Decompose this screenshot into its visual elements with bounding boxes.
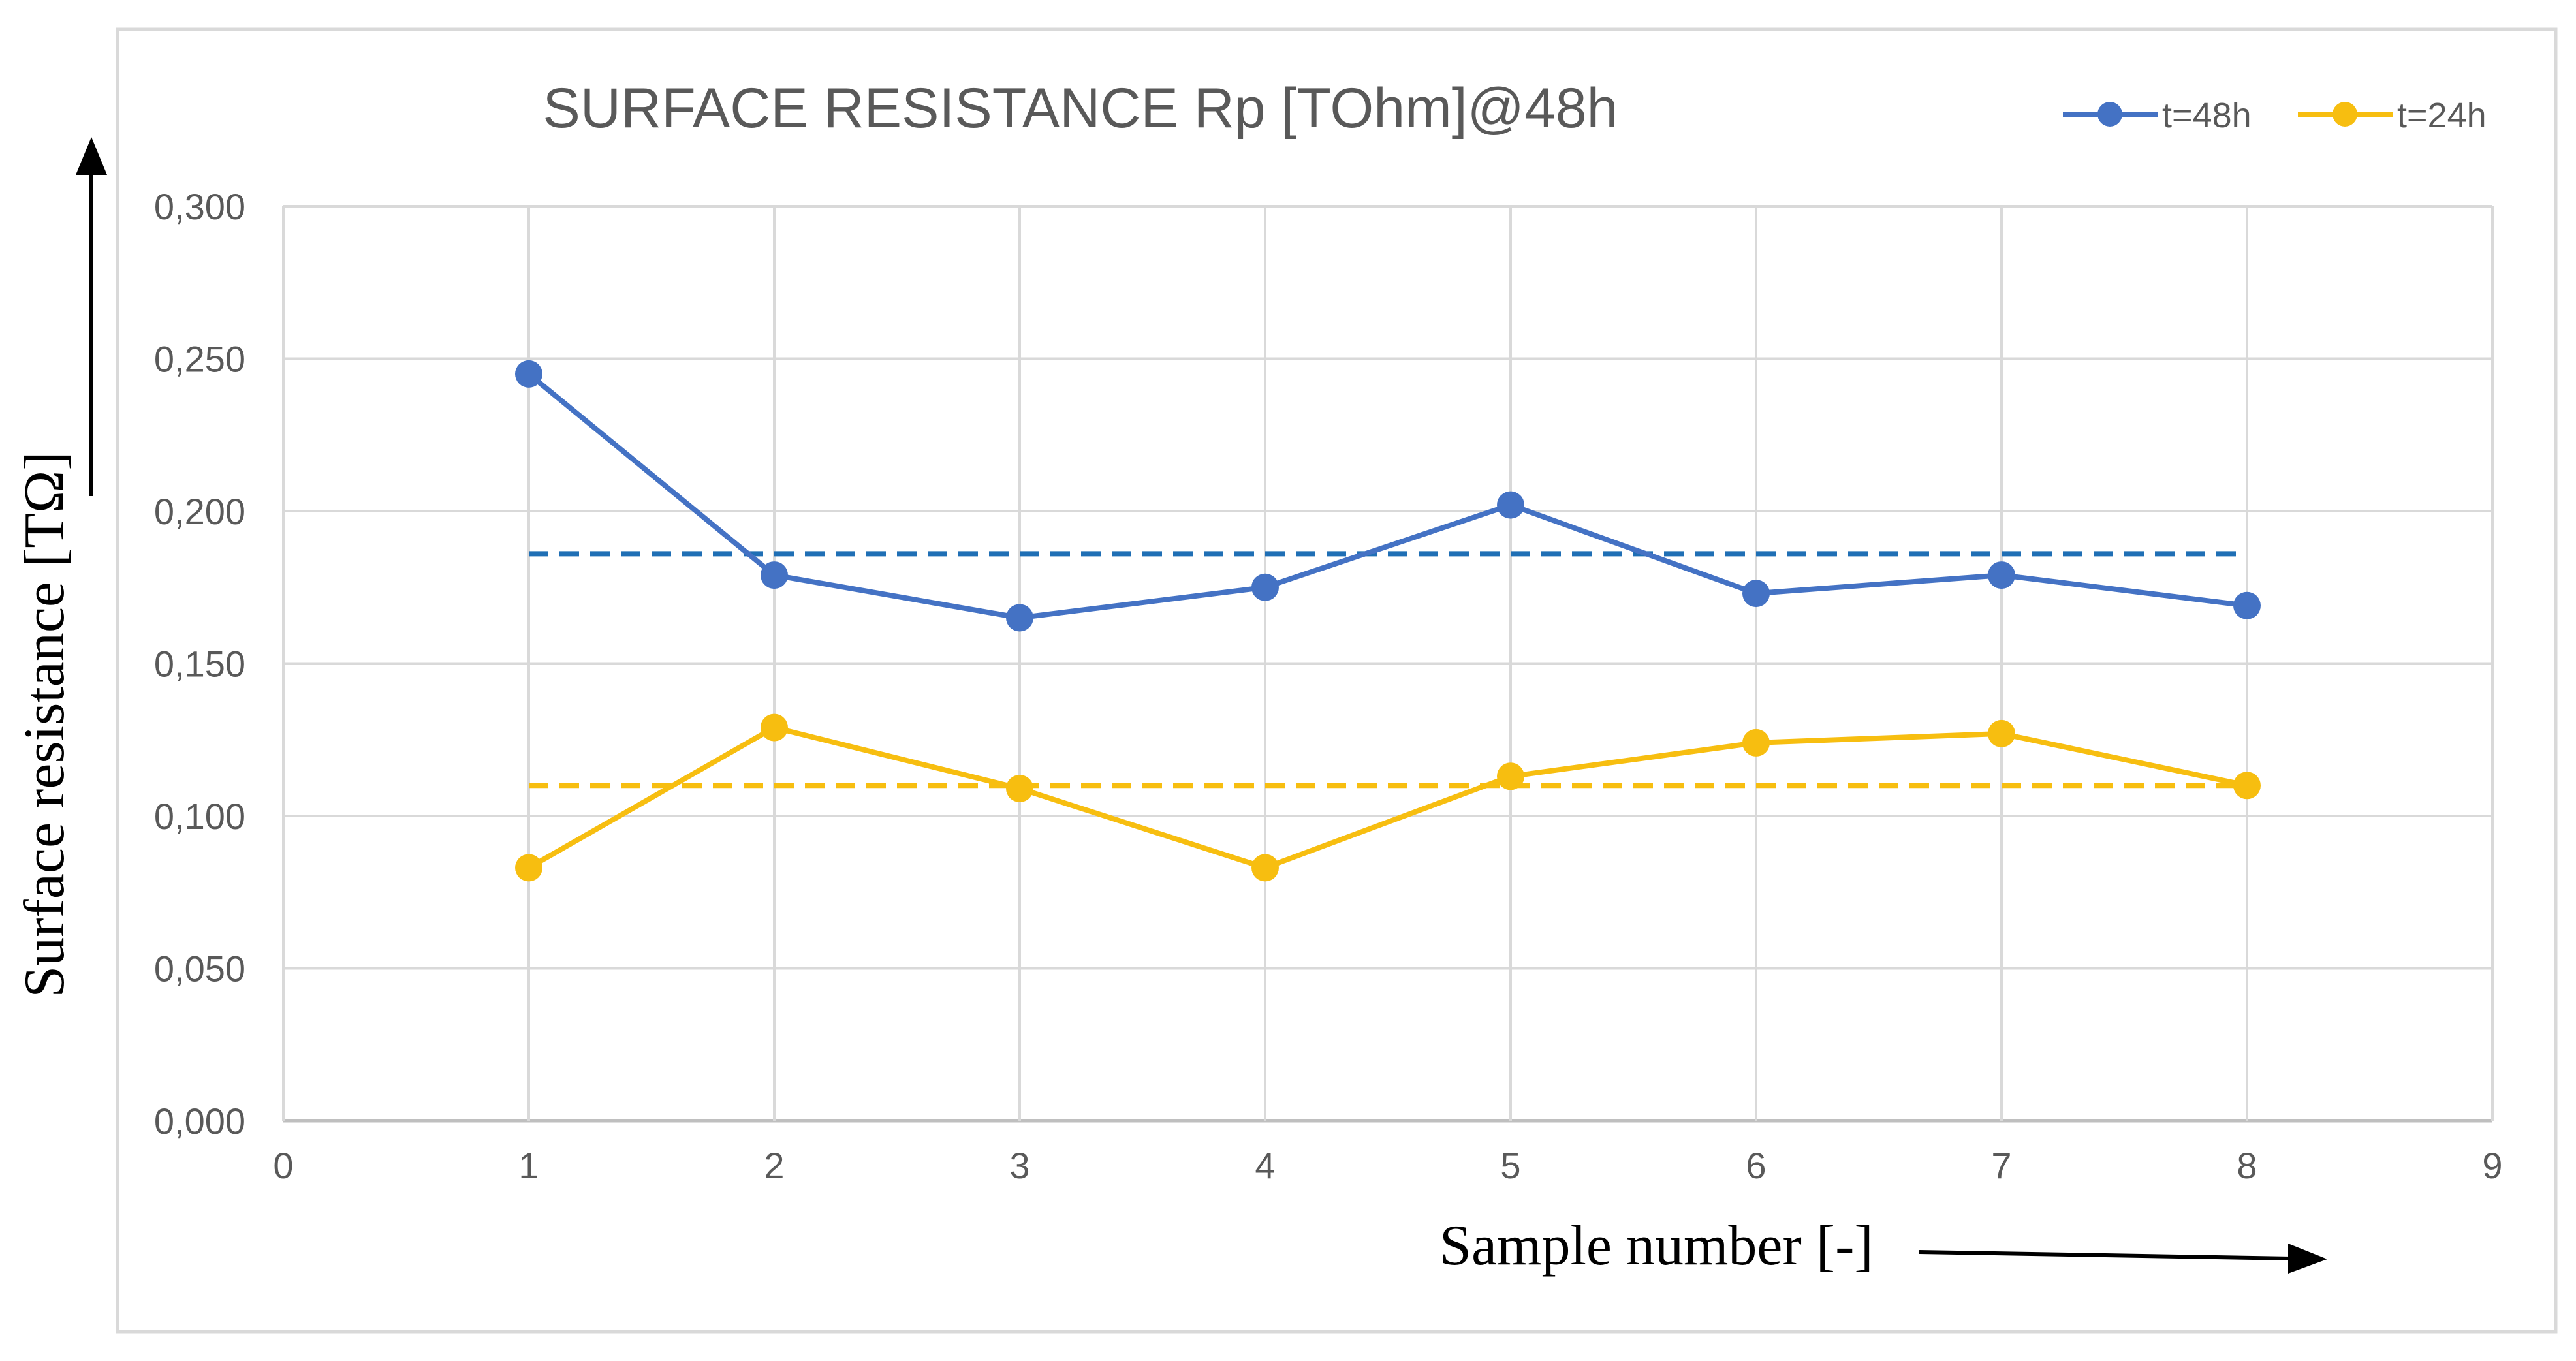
legend-item-t48h: t=48h	[2063, 96, 2252, 135]
x-tick-label: 5	[1500, 1145, 1520, 1186]
data-point	[515, 854, 542, 882]
grid	[282, 205, 2494, 1123]
legend-marker-t48h	[2097, 102, 2122, 127]
y-tick-label: 0,050	[154, 948, 245, 990]
y-tick-label: 0,300	[154, 186, 245, 227]
y-tick-label: 0,150	[154, 644, 245, 685]
series-t24h	[515, 713, 2261, 882]
x-tick-label: 3	[1009, 1145, 1029, 1186]
x-axis-arrow-line	[1919, 1250, 2292, 1260]
x-tick-label: 0	[273, 1145, 293, 1186]
data-point	[1742, 580, 1770, 608]
x-tick-label: 2	[764, 1145, 784, 1186]
series-line-t48h	[526, 371, 2250, 621]
data-point	[1006, 604, 1033, 632]
y-axis-title: Surface resistance [TΩ]	[13, 451, 76, 997]
y-tick-label: 0,000	[154, 1101, 245, 1142]
tick-labels: 0,000 0,050 0,100 0,150 0,200 0,250 0,300 0 1 2 3 4…	[154, 186, 2503, 1186]
series-line-t24h	[526, 725, 2250, 871]
data-point	[1006, 774, 1033, 802]
x-axis-arrow-head	[2288, 1244, 2327, 1274]
data-point	[1497, 762, 1524, 790]
data-point	[761, 713, 788, 742]
data-point	[2233, 591, 2261, 619]
x-tick-label: 8	[2237, 1145, 2257, 1186]
x-axis-title: Sample number [-]	[1439, 1214, 1874, 1277]
data-point	[1742, 728, 1770, 757]
x-tick-label: 7	[1991, 1145, 2011, 1186]
data-point	[1251, 854, 1279, 882]
data-point	[2233, 772, 2261, 800]
data-point	[1251, 573, 1279, 601]
y-tick-label: 0,100	[154, 796, 245, 837]
y-axis-arrow-head	[76, 137, 107, 175]
legend-label-t24h: t=24h	[2397, 96, 2487, 135]
x-tick-label: 6	[1746, 1145, 1766, 1186]
x-tick-label: 4	[1255, 1145, 1275, 1186]
mean-lines	[529, 551, 2247, 789]
chart-title: SURFACE RESISTANCE Rp [TOhm]@48h	[543, 77, 1618, 140]
data-point	[761, 561, 788, 589]
legend-item-t24h: t=24h	[2298, 96, 2487, 135]
data-point	[1988, 719, 2015, 747]
data-point	[1988, 561, 2015, 589]
legend: t=48h t=24h	[2063, 96, 2487, 135]
data-point	[1497, 491, 1524, 519]
y-tick-label: 0,250	[154, 339, 245, 380]
legend-label-t48h: t=48h	[2162, 96, 2252, 135]
x-tick-label: 1	[518, 1145, 539, 1186]
y-axis-title-group: Surface resistance [TΩ]	[13, 137, 107, 998]
series-t48h	[515, 360, 2261, 632]
x-axis-title-group: Sample number [-]	[1439, 1214, 2327, 1277]
series-layer	[515, 360, 2261, 882]
chart-area-border	[116, 27, 2558, 1334]
data-point	[515, 360, 542, 388]
y-tick-label: 0,200	[154, 491, 245, 532]
legend-marker-t24h	[2333, 102, 2357, 127]
x-tick-label: 9	[2482, 1145, 2502, 1186]
